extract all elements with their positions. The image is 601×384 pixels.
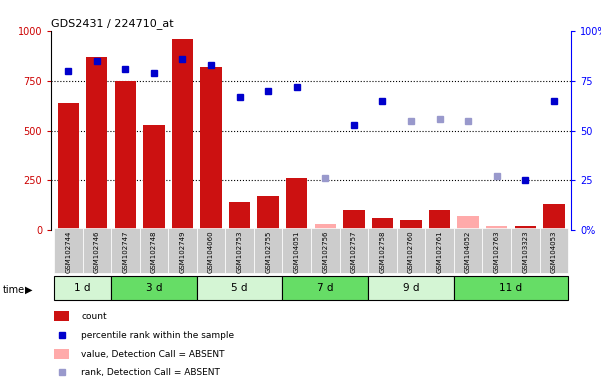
- Bar: [86, 57, 108, 230]
- Text: GSM102755: GSM102755: [265, 231, 271, 273]
- Text: GSM104052: GSM104052: [465, 231, 471, 273]
- Text: 5 d: 5 d: [231, 283, 248, 293]
- Bar: [58, 103, 79, 230]
- Text: GSM102744: GSM102744: [66, 231, 72, 273]
- Bar: [486, 227, 507, 230]
- Text: 3 d: 3 d: [145, 283, 162, 293]
- FancyBboxPatch shape: [225, 228, 254, 273]
- FancyBboxPatch shape: [111, 276, 197, 300]
- Text: value, Detection Call = ABSENT: value, Detection Call = ABSENT: [81, 350, 225, 359]
- Text: rank, Detection Call = ABSENT: rank, Detection Call = ABSENT: [81, 368, 220, 377]
- FancyBboxPatch shape: [426, 228, 454, 273]
- Text: GSM104060: GSM104060: [208, 231, 214, 273]
- Bar: [400, 220, 422, 230]
- Text: GSM104051: GSM104051: [294, 231, 300, 273]
- Text: GSM102756: GSM102756: [322, 231, 328, 273]
- Text: 11 d: 11 d: [499, 283, 522, 293]
- Text: count: count: [81, 311, 107, 321]
- Text: GSM102763: GSM102763: [493, 231, 499, 273]
- Text: GSM103323: GSM103323: [522, 231, 528, 273]
- Bar: [457, 217, 479, 230]
- FancyBboxPatch shape: [197, 276, 282, 300]
- Bar: [257, 197, 279, 230]
- Bar: [200, 67, 222, 230]
- Bar: [229, 202, 251, 230]
- Text: time: time: [3, 285, 25, 295]
- Text: GSM102749: GSM102749: [180, 231, 186, 273]
- FancyBboxPatch shape: [111, 228, 139, 273]
- Text: GSM102760: GSM102760: [408, 231, 414, 273]
- Text: GSM102753: GSM102753: [237, 231, 243, 273]
- FancyBboxPatch shape: [254, 228, 282, 273]
- Bar: [514, 227, 536, 230]
- Bar: [314, 224, 336, 230]
- Text: GSM102761: GSM102761: [436, 231, 442, 273]
- Text: GDS2431 / 224710_at: GDS2431 / 224710_at: [51, 18, 174, 30]
- Text: 9 d: 9 d: [403, 283, 419, 293]
- FancyBboxPatch shape: [282, 228, 311, 273]
- Bar: [172, 39, 193, 230]
- Bar: [543, 204, 564, 230]
- Text: ▶: ▶: [25, 285, 32, 295]
- FancyBboxPatch shape: [483, 228, 511, 273]
- FancyBboxPatch shape: [139, 228, 168, 273]
- FancyBboxPatch shape: [82, 228, 111, 273]
- Text: 1 d: 1 d: [75, 283, 91, 293]
- Text: GSM102758: GSM102758: [379, 231, 385, 273]
- Text: GSM102746: GSM102746: [94, 231, 100, 273]
- Text: GSM102748: GSM102748: [151, 231, 157, 273]
- Text: GSM102747: GSM102747: [123, 231, 129, 273]
- FancyBboxPatch shape: [540, 228, 568, 273]
- Bar: [371, 218, 393, 230]
- Bar: [115, 81, 136, 230]
- FancyBboxPatch shape: [454, 228, 483, 273]
- FancyBboxPatch shape: [54, 228, 82, 273]
- FancyBboxPatch shape: [282, 276, 368, 300]
- Bar: [429, 210, 450, 230]
- FancyBboxPatch shape: [454, 276, 568, 300]
- Bar: [143, 124, 165, 230]
- Bar: [343, 210, 365, 230]
- FancyBboxPatch shape: [397, 228, 426, 273]
- FancyBboxPatch shape: [168, 228, 197, 273]
- Bar: [286, 179, 308, 230]
- Text: 7 d: 7 d: [317, 283, 334, 293]
- FancyBboxPatch shape: [311, 228, 340, 273]
- FancyBboxPatch shape: [340, 228, 368, 273]
- FancyBboxPatch shape: [511, 228, 540, 273]
- Text: GSM104053: GSM104053: [551, 231, 557, 273]
- Text: percentile rank within the sample: percentile rank within the sample: [81, 331, 234, 340]
- FancyBboxPatch shape: [197, 228, 225, 273]
- FancyBboxPatch shape: [368, 228, 397, 273]
- FancyBboxPatch shape: [368, 276, 454, 300]
- Text: GSM102757: GSM102757: [351, 231, 357, 273]
- FancyBboxPatch shape: [54, 276, 111, 300]
